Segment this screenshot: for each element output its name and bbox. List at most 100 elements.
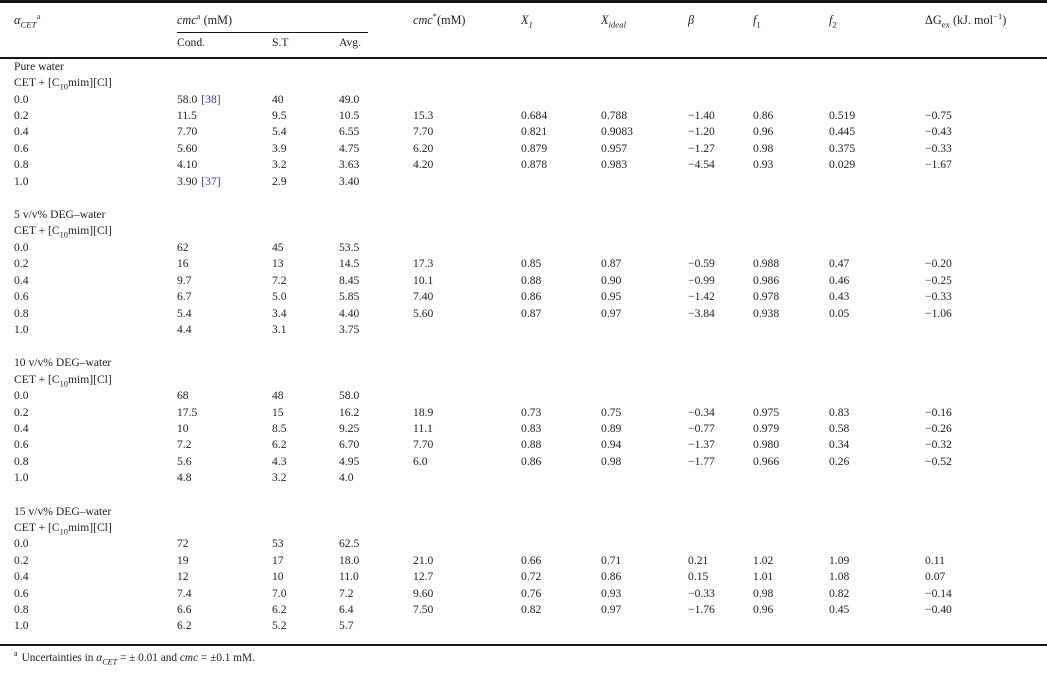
cell-cond: 58.0 [38]: [177, 92, 272, 108]
footnote-ref-a[interactable]: a: [36, 10, 41, 21]
cell-cond: 5.60: [177, 141, 272, 157]
cell-cmc-star: 21.0: [413, 553, 521, 569]
cell-avg: 18.0: [339, 553, 413, 569]
cell-f2: 0.029: [829, 157, 925, 173]
cell-cmc-star: [413, 536, 521, 552]
cell-avg: 3.63: [339, 157, 413, 173]
col-header-st: S.T: [272, 33, 339, 59]
table-row: 0.8 5.6 4.3 4.95 6.0 0.86 0.98 −1.77 0.966 0.26 −0…: [0, 454, 1047, 470]
cell-value: −0.75: [925, 109, 952, 123]
cell-value: 7.4: [177, 586, 192, 600]
cell-value: 4.3: [272, 454, 287, 468]
cell-cond: 11.5: [177, 108, 272, 124]
cell-value: 4.10: [177, 158, 198, 172]
alpha-symbol: α: [14, 13, 21, 27]
cell-value: −4.54: [688, 158, 715, 172]
cell-value: 8.5: [272, 421, 287, 435]
cell-alpha: 0.4: [0, 124, 177, 140]
cmc-star-asterisk: *: [432, 10, 438, 21]
cell-f1: [753, 322, 829, 338]
cell-f1: 1.02: [753, 553, 829, 569]
cell-value: −1.20: [688, 125, 715, 139]
table-header: αCETa cmca (mM) cmc*(mM) X1 Xideal β f1 …: [0, 2, 1047, 59]
cell-x-ideal: [601, 536, 688, 552]
cell-value: 0.2: [14, 109, 29, 123]
cell-beta: [688, 240, 753, 256]
footnote-ref-a[interactable]: a: [196, 10, 201, 21]
cell-st: 5.0: [272, 289, 339, 305]
cell-f1: 0.93: [753, 157, 829, 173]
cell-f2: 0.43: [829, 289, 925, 305]
cell-f2: [829, 174, 925, 190]
cell-value: 3.75: [339, 322, 360, 336]
cell-x-ideal: [601, 322, 688, 338]
f2-subscript: 2: [832, 19, 837, 30]
citation-link[interactable]: [37]: [201, 174, 221, 188]
subheader-empty: [688, 33, 754, 59]
cell-value: 0.97: [601, 603, 622, 616]
cell-x1: 0.684: [521, 108, 601, 124]
cell-value: 0.89: [601, 421, 622, 435]
cell-f1: 0.96: [753, 602, 829, 618]
cell-beta: [688, 92, 753, 108]
cell-value: 7.0: [272, 586, 287, 600]
section-system-label: CET + [C10mim][Cl]: [0, 520, 1047, 536]
cell-beta: −0.77: [688, 421, 753, 437]
cell-dg-ex: −0.43: [925, 124, 1047, 140]
cell-alpha: 0.0: [0, 536, 177, 552]
cell-beta: −0.59: [688, 256, 753, 272]
table-end-padding: [0, 635, 1047, 645]
table-row: 0.8 4.10 3.2 3.63 4.20 0.878 0.983 −4.54 0.93 0.0…: [0, 157, 1047, 173]
citation-link[interactable]: [38]: [201, 92, 221, 106]
cell-f2: 0.375: [829, 141, 925, 157]
cell-f1: 0.96: [753, 124, 829, 140]
cell-f1: 0.966: [753, 454, 829, 470]
cell-value: 0.87: [521, 306, 542, 320]
col-header-avg: Avg.: [339, 33, 414, 59]
cell-x-ideal: [601, 470, 688, 486]
spacer-cell: [0, 487, 1047, 504]
cell-value: 0.45: [829, 603, 850, 616]
cell-alpha: 0.8: [0, 306, 177, 322]
cell-beta: [688, 388, 753, 404]
system-pre: CET + [C: [14, 224, 60, 238]
cell-x-ideal: 0.97: [601, 306, 688, 322]
cell-value: 0.0: [14, 92, 29, 106]
col-header-cond: Cond.: [177, 33, 272, 59]
section-system-label: CET + [C10mim][Cl]: [0, 75, 1047, 91]
cell-value: −0.59: [688, 257, 715, 271]
cell-value: 15: [272, 405, 284, 419]
col-header-alpha-cet: αCETa: [0, 2, 177, 34]
cell-dg-ex: −0.14: [925, 586, 1047, 602]
col-header-f1: f1: [753, 2, 829, 34]
cell-value: 10.5: [339, 109, 360, 123]
col-header-cmc-group: cmca (mM): [177, 2, 413, 34]
section-solvent-label: Pure water: [14, 59, 64, 73]
cell-cond: 7.4: [177, 586, 272, 602]
subheader-empty: [601, 33, 689, 59]
cell-value: 4.0: [339, 471, 354, 485]
cell-cond: 7.70: [177, 124, 272, 140]
cell-cmc-star: 7.70: [413, 124, 521, 140]
cell-value: 4.95: [339, 454, 360, 468]
cell-st: 9.5: [272, 108, 339, 124]
footnote-tail: = ±0.1 mM.: [198, 651, 255, 664]
cell-value: 68: [177, 389, 189, 403]
cell-value: 0.8: [14, 306, 29, 320]
cell-value: 19: [177, 553, 189, 567]
cell-x1: 0.73: [521, 405, 601, 421]
cell-f1: [753, 240, 829, 256]
cell-cmc-star: 18.9: [413, 405, 521, 421]
cell-beta: −1.27: [688, 141, 753, 157]
cell-value: 0.96: [753, 125, 774, 139]
cell-alpha: 0.8: [0, 454, 177, 470]
cell-value: 3.63: [339, 158, 360, 172]
col-header-dgex: ΔGex (kJ. mol−1): [925, 2, 1047, 34]
cell-value: −0.33: [688, 586, 715, 600]
section-solvent-row: Pure water: [0, 58, 1047, 75]
table-row: 0.4 12 10 11.0 12.7 0.72 0.86 0.15 1.01 1.08 0.07: [0, 569, 1047, 585]
cell-value: 7.70: [177, 125, 198, 139]
cell-beta: [688, 470, 753, 486]
cell-cond: 17.5: [177, 405, 272, 421]
table-row: 0.8 5.4 3.4 4.40 5.60 0.87 0.97 −3.84 0.938 0.05 −…: [0, 306, 1047, 322]
